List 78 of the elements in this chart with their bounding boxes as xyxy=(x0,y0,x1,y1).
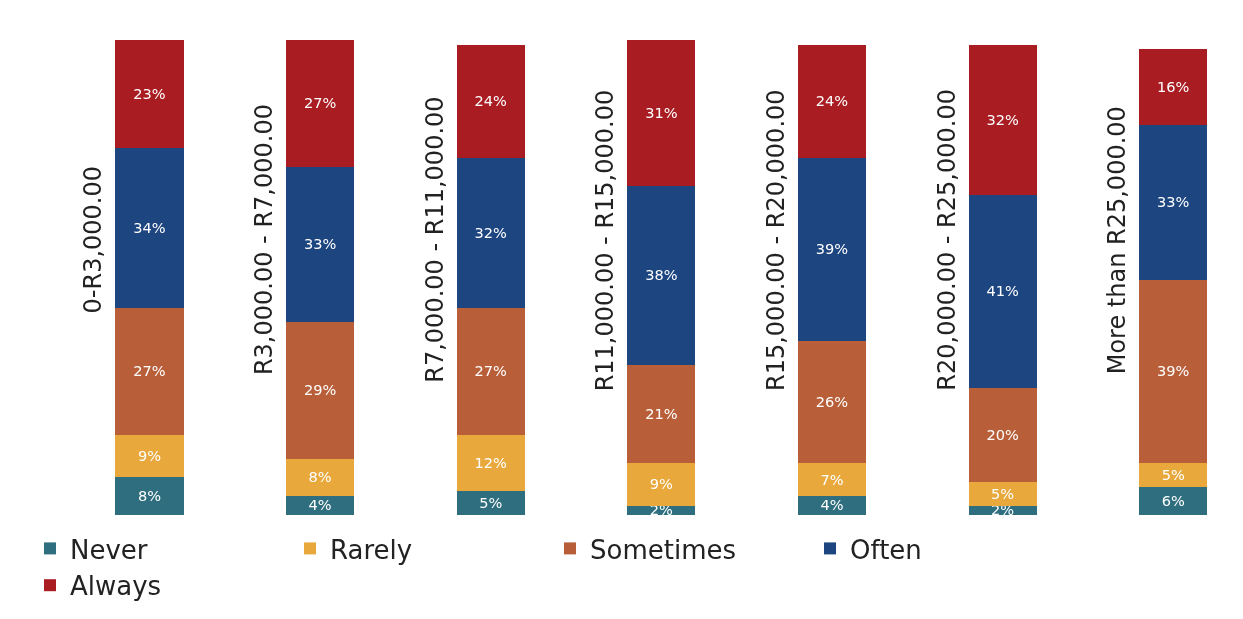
bar xyxy=(1139,486,1208,515)
data-label: 9% xyxy=(649,475,674,493)
data-label: 27% xyxy=(474,362,508,380)
data-label: 39% xyxy=(815,240,849,258)
data-label: 24% xyxy=(474,92,508,109)
data-label: 12% xyxy=(474,454,508,472)
data-label: 26% xyxy=(815,392,849,410)
bar xyxy=(627,40,696,186)
bar xyxy=(115,148,184,309)
bar xyxy=(797,496,867,515)
data-label: 41% xyxy=(986,282,1019,300)
bar xyxy=(797,44,867,158)
data-label: 5% xyxy=(479,494,503,512)
data-label: 27% xyxy=(303,94,337,112)
bar xyxy=(968,195,1037,389)
bar xyxy=(285,166,355,323)
data-label: 33% xyxy=(1157,193,1190,211)
bar xyxy=(968,388,1037,483)
bar xyxy=(1139,124,1208,280)
data-label: 7% xyxy=(820,470,844,488)
data-label: 8% xyxy=(308,468,332,486)
data-label: 32% xyxy=(474,223,508,241)
bar xyxy=(627,463,696,506)
bar xyxy=(456,491,525,515)
x-tick-label: R20,000.00 - R25,000.00 xyxy=(932,89,961,391)
data-label: 5% xyxy=(1161,465,1185,483)
bar xyxy=(968,44,1037,196)
data-label: 33% xyxy=(303,235,337,253)
data-label: 8% xyxy=(137,487,162,505)
data-label: 6% xyxy=(1161,491,1185,509)
data-label: 29% xyxy=(303,381,337,399)
bar xyxy=(456,308,525,436)
legend-label: Rarely xyxy=(330,534,413,565)
data-label: 39% xyxy=(1157,362,1190,380)
data-label: 24% xyxy=(815,92,849,109)
bar xyxy=(627,364,696,464)
data-label: 20% xyxy=(986,425,1019,443)
data-label: 32% xyxy=(986,110,1019,128)
x-tick-label: R3,000.00 - R7,000.00 xyxy=(250,104,279,376)
x-tick-label: More than R25,000.00 xyxy=(1103,106,1132,375)
data-label: 9% xyxy=(137,447,162,465)
x-tick-label: R7,000.00 - R11,000.00 xyxy=(420,96,449,383)
bar xyxy=(285,40,355,167)
bar xyxy=(115,40,184,149)
bar xyxy=(285,496,355,515)
data-label: 21% xyxy=(645,404,678,422)
bar xyxy=(797,340,867,464)
bar xyxy=(797,157,867,341)
data-label: 38% xyxy=(645,266,678,284)
data-label: 4% xyxy=(308,496,332,514)
bar xyxy=(456,44,525,158)
bar xyxy=(1139,279,1208,464)
legend-label: Always xyxy=(70,571,162,602)
bar xyxy=(115,308,184,436)
data-label: 23% xyxy=(133,84,166,102)
data-label: 5% xyxy=(991,484,1015,502)
data-label: 34% xyxy=(133,218,166,236)
bar xyxy=(285,322,355,459)
bar xyxy=(115,477,184,515)
bar xyxy=(285,458,355,497)
legend-label: Sometimes xyxy=(590,534,737,565)
data-label: 27% xyxy=(133,362,166,380)
legend-label: Never xyxy=(70,534,148,565)
bar xyxy=(1139,463,1208,487)
bar xyxy=(1139,49,1208,125)
legend-label: Often xyxy=(850,534,922,565)
x-tick-label: R15,000.00 - R20,000.00 xyxy=(762,89,790,391)
bar xyxy=(968,482,1037,506)
data-label: 4% xyxy=(820,496,844,514)
x-tick-label: 0-R3,000.00 xyxy=(79,165,108,314)
bar xyxy=(456,157,525,309)
x-tick-label: R11,000.00 - R15,000.00 xyxy=(591,89,620,392)
data-label: 16% xyxy=(1157,77,1190,95)
bar xyxy=(627,185,696,365)
bar xyxy=(797,463,867,497)
data-label: 31% xyxy=(645,103,678,121)
bar xyxy=(456,435,525,492)
bar xyxy=(115,435,184,478)
